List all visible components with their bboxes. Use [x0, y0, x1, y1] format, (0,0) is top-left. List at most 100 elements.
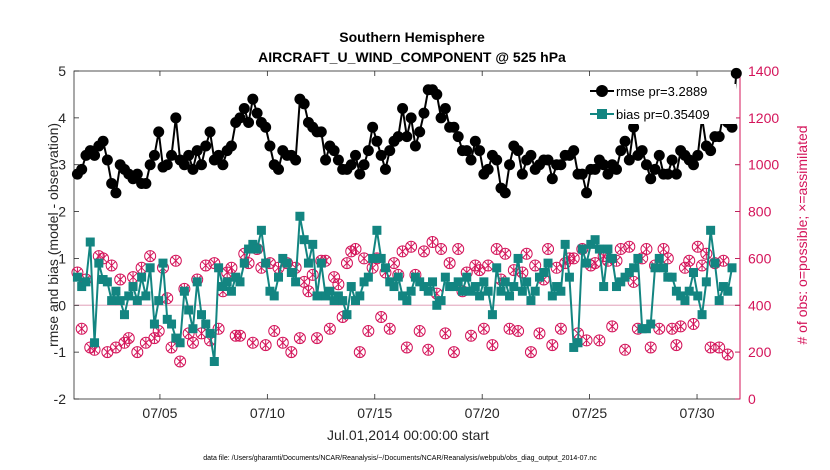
rmse-point [713, 131, 725, 143]
rmse-point [290, 154, 302, 166]
rmse-point [431, 88, 443, 100]
rmse-point [623, 154, 635, 166]
bias-point [475, 291, 485, 301]
rmse-point [195, 159, 207, 171]
rmse-point [439, 102, 451, 114]
obs-assimilated-marker [77, 323, 87, 334]
bias-point [329, 296, 339, 306]
rmse-point [688, 159, 700, 171]
bias-point [457, 286, 467, 296]
obs-possible-marker [259, 339, 272, 352]
obs-assimilated-marker [556, 323, 566, 334]
bias-point [115, 296, 125, 306]
bias-point [214, 263, 224, 273]
obs-possible-marker [653, 322, 666, 335]
obs-possible-marker [285, 346, 298, 359]
obs-possible-marker [383, 322, 396, 335]
obs-possible-marker [105, 259, 118, 272]
obs-possible-marker [174, 355, 187, 368]
rmse-point [375, 149, 387, 161]
obs-possible-marker [700, 247, 713, 260]
obs-assimilated-marker [659, 244, 668, 255]
left-y-tick-label: -2 [54, 391, 67, 407]
bias-point [85, 237, 95, 247]
bias-point [410, 272, 420, 282]
bias-point [671, 286, 681, 296]
obs-assimilated-marker [663, 253, 673, 264]
obs-possible-marker [499, 247, 512, 260]
obs-possible-marker [148, 332, 161, 345]
bias-point [188, 324, 198, 334]
bias-point [192, 277, 202, 287]
bias-point [564, 272, 574, 282]
obs-assimilated-marker [684, 255, 694, 266]
obs-possible-marker [554, 322, 567, 335]
bias-point [620, 272, 630, 282]
obs-possible-marker [529, 259, 542, 272]
rmse-point [542, 154, 554, 166]
bias-point [380, 263, 390, 273]
obs-assimilated-marker [132, 347, 142, 358]
obs-assimilated-marker [188, 337, 198, 348]
right-y-axis-label: # of obs: o=possible; ×=assimilated [794, 125, 810, 344]
obs-possible-marker [75, 322, 88, 335]
chart-title-line1: Southern Hemisphere [339, 29, 485, 45]
obs-possible-marker [362, 325, 375, 338]
bias-point [500, 277, 510, 287]
obs-assimilated-marker [672, 340, 681, 351]
rmse-point [350, 149, 362, 161]
bias-point [295, 211, 305, 221]
rmse-point [397, 102, 409, 114]
rmse-point [204, 126, 216, 138]
bias-point [244, 244, 254, 254]
bias-point [727, 263, 737, 273]
bias-point [440, 272, 450, 282]
bias-point [128, 282, 138, 292]
obs-assimilated-marker [171, 255, 181, 266]
bias-point [77, 282, 87, 292]
obs-possible-marker [683, 254, 696, 267]
rmse-point [106, 177, 118, 189]
obs-assimilated-marker [483, 260, 493, 271]
obs-assimilated-marker [654, 323, 664, 334]
bias-point [624, 267, 634, 277]
obs-assimilated-marker [342, 258, 352, 269]
obs-possible-marker [328, 271, 341, 284]
bias-point [599, 282, 609, 292]
obs-possible-marker [567, 252, 580, 265]
bias-point [513, 253, 523, 263]
rmse-point [320, 154, 332, 166]
right-y-tick-label: 1400 [748, 63, 779, 79]
bias-point [312, 291, 322, 301]
rmse-point [251, 107, 263, 119]
bias-point [205, 328, 215, 338]
bias-point [449, 282, 459, 292]
bias-point [363, 272, 373, 282]
rmse-point [461, 145, 473, 157]
rmse-point [148, 149, 160, 161]
obs-assimilated-marker [227, 262, 236, 273]
rmse-point [260, 121, 272, 133]
obs-possible-marker [520, 247, 533, 260]
obs-assimilated-marker [295, 333, 305, 344]
bias-point [689, 267, 699, 277]
bias-point [184, 305, 194, 315]
obs-possible-marker [246, 336, 259, 349]
obs-assimilated-marker [624, 241, 634, 252]
bias-point [119, 310, 129, 320]
rmse-point [512, 145, 524, 157]
rmse-point [649, 163, 661, 175]
data-file-footnote: data file: /Users/gharamti/Documents/NCA… [203, 455, 597, 462]
obs-possible-marker [302, 285, 315, 298]
obs-possible-marker [400, 341, 413, 354]
right-y-tick-label: 200 [748, 344, 772, 360]
bias-point [466, 286, 476, 296]
rmse-point [234, 112, 246, 124]
legend: rmse pr=3.2889 bias pr=0.35409 [586, 84, 736, 124]
rmse-point [692, 149, 704, 161]
rmse-point [76, 163, 88, 175]
bias-point [90, 338, 100, 348]
bias-point [577, 244, 587, 254]
bias-point [368, 253, 378, 263]
left-y-tick-label: 2 [58, 204, 66, 220]
